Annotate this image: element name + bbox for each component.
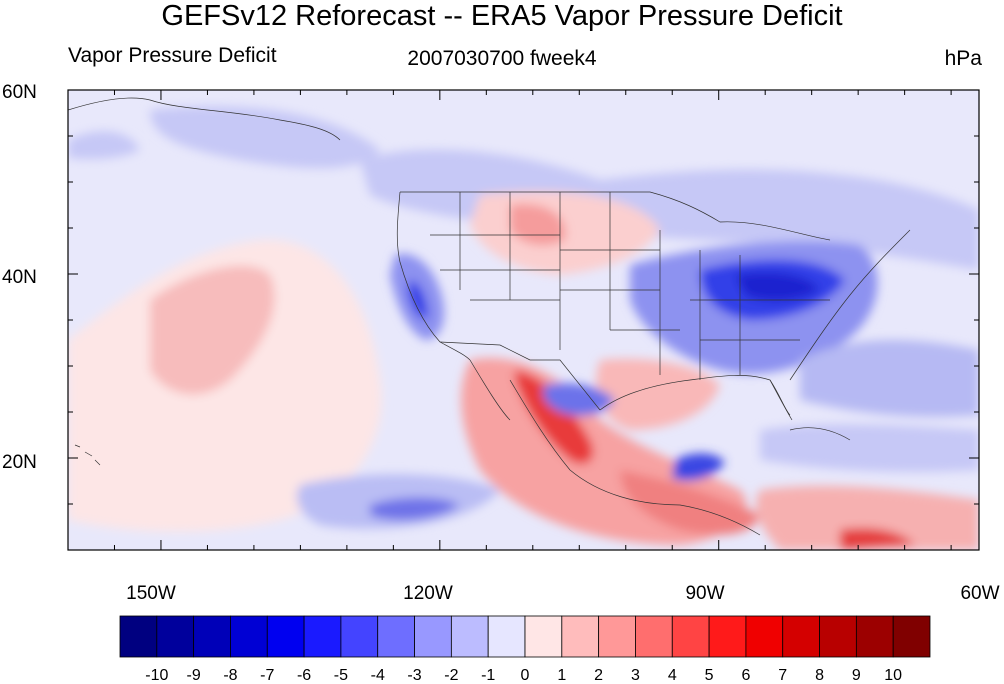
colorbar-swatch [892, 615, 931, 658]
colorbar-label: -1 [481, 667, 495, 684]
colorbar-label: 9 [852, 667, 861, 684]
colorbar-label: 10 [884, 667, 902, 684]
mexico-west-coast [509, 379, 761, 536]
state-lines-east [690, 250, 830, 380]
yucatan-negative [672, 453, 725, 481]
colorbar-label: -4 [371, 667, 385, 684]
colorbar-swatch [450, 615, 489, 658]
colorbar-swatch [414, 615, 452, 658]
axis-ticks [67, 89, 979, 551]
alaska-coast [68, 97, 341, 141]
state-lines-central [559, 192, 680, 375]
us-canada-border [400, 191, 831, 241]
pacific-positive-region [68, 239, 382, 532]
colorbar-swatch [156, 615, 195, 658]
colorbar-swatch [635, 615, 673, 658]
mexico-positive-core [515, 370, 594, 464]
colorbar-swatch [524, 615, 563, 658]
lat-label-40n: 40N [2, 267, 37, 288]
units-label: hPa [944, 47, 982, 70]
colorbar-label: 3 [631, 667, 640, 684]
us-west-coast [396, 191, 471, 361]
sierra-negative-core [408, 280, 428, 319]
lon-label-120w: 120W [403, 583, 453, 604]
lon-label-60w: 60W [960, 583, 999, 604]
anomaly-fields [68, 106, 979, 550]
colorbar-swatch [671, 615, 710, 658]
colorbar-labels: -10 -9 -8 -7 -6 -5 -4 -3 -2 -1 0 1 2 3 4 5 6 7 8 9 10 [145, 667, 902, 684]
colorbar-label: 2 [594, 667, 603, 684]
cuba [789, 427, 851, 441]
colorbar-label: 1 [557, 667, 566, 684]
colorbar-label: 7 [778, 667, 787, 684]
lon-label-90w: 90W [685, 583, 724, 604]
pacific-positive-core [150, 265, 275, 395]
colorbar-swatch [230, 615, 268, 658]
colorbar-swatch [266, 615, 305, 658]
colorbar-swatch [782, 615, 820, 658]
colorbar-swatch [855, 615, 894, 658]
map-field [68, 90, 979, 550]
colorbar-label: -8 [223, 667, 237, 684]
colorbar-swatch [561, 615, 600, 658]
colorbar-label: -5 [334, 667, 348, 684]
colorbar-swatch [193, 615, 231, 658]
colorbar-swatch [819, 615, 857, 658]
north-pacific-negative [150, 106, 380, 169]
canada-negative [360, 149, 979, 270]
colorbar-label: -2 [444, 667, 458, 684]
colorbar-swatch [340, 615, 379, 658]
south-caribbean-positive [756, 485, 979, 550]
baja-coast [469, 359, 511, 421]
colorbar-swatch [119, 615, 158, 658]
colorbar-label: -6 [297, 667, 311, 684]
variable-label: Vapor Pressure Deficit [68, 44, 277, 67]
lat-label-60n: 60N [2, 82, 37, 103]
colorbar-label: 0 [521, 667, 530, 684]
caribbean-negative [760, 424, 979, 472]
chart-title: GEFSv12 Reforecast -- ERA5 Vapor Pressur… [161, 0, 843, 32]
colorbar-label: -9 [187, 667, 201, 684]
colorbar-swatch [487, 615, 526, 658]
colorbar-label: 4 [668, 667, 677, 684]
colorbar-swatch [598, 615, 636, 658]
venezuela-positive-core [840, 528, 915, 550]
lon-label-150w: 150W [126, 583, 176, 604]
central-america-positive [620, 470, 760, 535]
colorbar-label: -7 [260, 667, 274, 684]
texas-negative [543, 383, 615, 416]
colorbar [119, 615, 931, 658]
colorbar-label: -10 [145, 667, 168, 684]
colorbar-swatch [303, 615, 342, 658]
colorbar-label: -3 [407, 667, 421, 684]
borders [68, 97, 911, 536]
colorbar-label: 6 [741, 667, 750, 684]
lat-label-20n: 20N [2, 452, 37, 473]
east-coast [789, 229, 911, 381]
state-lines-west [430, 192, 560, 301]
hawaii-islands [74, 444, 101, 466]
us-mexico-border [439, 341, 601, 411]
colorbar-swatch [708, 615, 747, 658]
gulf-coast [599, 375, 791, 416]
west-negative [68, 131, 140, 160]
colorbar-label: 5 [705, 667, 714, 684]
atlantic-negative [800, 340, 979, 417]
ohio-negative-core [735, 272, 820, 302]
colorbar-label: 8 [815, 667, 824, 684]
date-label: 2007030700 fweek4 [407, 47, 597, 70]
florida-coast [769, 379, 793, 421]
south-pacific-negative-core [370, 497, 460, 521]
colorbar-swatch [377, 615, 415, 658]
colorbar-swatch [745, 615, 784, 658]
gulf-positive [596, 358, 720, 430]
